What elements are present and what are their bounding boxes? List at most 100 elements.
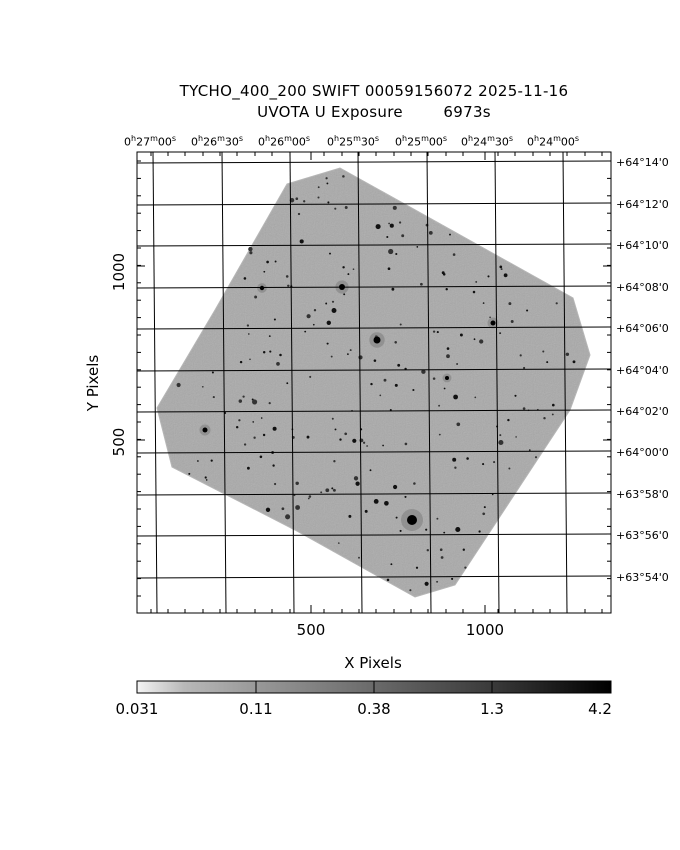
star	[386, 235, 389, 239]
star	[398, 221, 402, 224]
star	[238, 399, 243, 403]
star	[331, 300, 335, 303]
star	[499, 332, 502, 335]
star	[452, 253, 456, 256]
star	[413, 482, 416, 485]
star	[238, 419, 241, 422]
star	[395, 252, 398, 256]
star	[464, 566, 467, 569]
star	[337, 542, 340, 544]
star	[498, 439, 504, 446]
plot-title-line1: TYCHO_400_200 SWIFT 00059156072 2025-11-…	[179, 82, 569, 100]
star	[397, 363, 401, 367]
star	[384, 500, 389, 506]
ra-grid-line	[494, 151, 500, 614]
star	[546, 361, 549, 364]
star	[409, 589, 412, 592]
star	[331, 417, 334, 420]
ra-grid-line	[152, 151, 158, 614]
dec-grid-line	[136, 368, 612, 372]
star	[456, 363, 459, 365]
star	[287, 284, 290, 288]
star	[243, 443, 247, 446]
star	[364, 509, 368, 513]
bright-star	[259, 285, 265, 291]
star	[303, 200, 306, 203]
ra-grid-line	[562, 151, 568, 614]
star	[326, 342, 329, 345]
star	[342, 266, 345, 269]
star	[286, 382, 289, 385]
star	[436, 517, 439, 520]
dec-grid-line	[136, 409, 612, 413]
star	[272, 426, 277, 431]
star	[332, 488, 336, 492]
star	[551, 413, 554, 416]
star	[247, 466, 250, 470]
star	[493, 461, 496, 464]
star	[499, 434, 502, 437]
star	[500, 268, 503, 271]
star	[262, 433, 266, 437]
star	[281, 507, 285, 511]
colorbar-label: 4.2	[588, 700, 612, 718]
star	[399, 323, 402, 326]
star	[297, 212, 301, 216]
star	[522, 407, 526, 410]
star	[389, 223, 394, 228]
star	[379, 394, 382, 397]
star	[306, 314, 311, 319]
star	[239, 360, 243, 364]
star	[347, 273, 350, 276]
ra-tick-label: 0h24m00s	[527, 134, 580, 149]
star	[246, 324, 250, 327]
star	[387, 267, 391, 271]
star	[295, 505, 300, 510]
ra-tick-label: 0h24m30s	[461, 134, 514, 149]
star	[391, 287, 395, 291]
star	[373, 359, 377, 362]
bright-star	[490, 320, 496, 326]
ra-grid-line	[357, 151, 363, 614]
star	[285, 514, 291, 520]
ra-tick-label: 0h25m00s	[395, 134, 448, 149]
star	[482, 512, 486, 516]
star	[462, 548, 465, 551]
star	[210, 459, 213, 462]
star	[254, 295, 258, 299]
ra-grid-line	[221, 151, 227, 614]
star	[510, 320, 514, 323]
bright-star	[445, 376, 449, 380]
star	[273, 318, 276, 321]
star	[373, 499, 379, 504]
star	[395, 516, 398, 519]
star	[572, 360, 576, 364]
star	[355, 481, 360, 486]
star	[331, 487, 334, 490]
star	[534, 456, 538, 459]
star	[452, 457, 457, 462]
star	[248, 246, 253, 252]
star	[348, 514, 352, 518]
star	[514, 394, 517, 397]
star	[325, 177, 328, 180]
star	[453, 394, 458, 400]
dec-grid-line	[136, 575, 612, 579]
star	[265, 507, 271, 512]
star	[404, 495, 407, 498]
star	[201, 385, 204, 388]
star	[263, 270, 266, 273]
star	[388, 248, 394, 255]
dec-tick-label: +64°04'0	[616, 364, 669, 377]
star	[317, 196, 320, 199]
star	[473, 338, 476, 341]
ra-tick-label: 0h26m30s	[191, 134, 244, 149]
star	[252, 399, 258, 405]
star	[451, 577, 454, 580]
star	[443, 387, 446, 390]
dec-tick-label: +63°56'0	[616, 529, 669, 542]
star	[352, 268, 355, 271]
star	[519, 354, 522, 357]
star	[528, 449, 531, 451]
star	[176, 382, 181, 388]
